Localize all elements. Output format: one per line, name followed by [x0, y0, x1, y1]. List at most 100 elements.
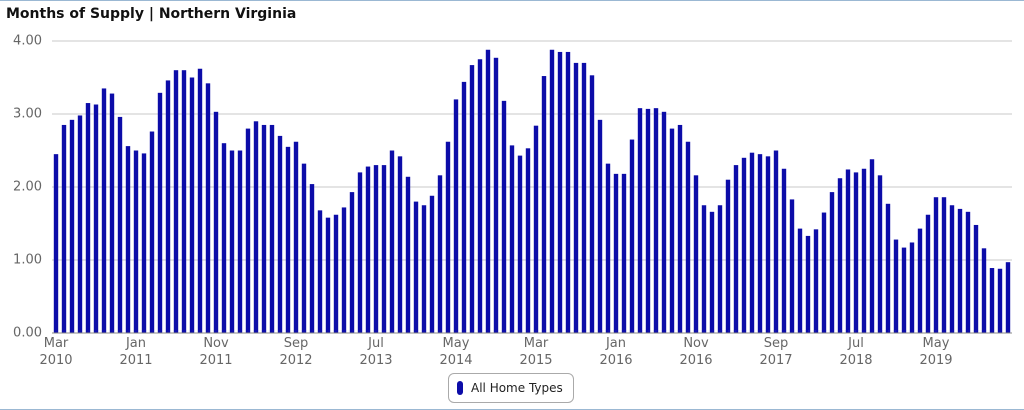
- bar: [325, 217, 331, 333]
- bar: [805, 235, 811, 333]
- bar: [77, 115, 83, 334]
- x-tick-label: May 2014: [439, 336, 473, 368]
- bar: [1005, 262, 1011, 333]
- bar: [261, 124, 267, 333]
- bar: [925, 214, 931, 333]
- x-tick-label: Nov 2016: [679, 336, 713, 368]
- bar: [645, 108, 651, 333]
- bar: [717, 205, 723, 333]
- x-tick-label: Jan 2011: [119, 336, 153, 368]
- bar: [397, 156, 403, 333]
- bar: [109, 93, 115, 333]
- bar: [613, 173, 619, 333]
- bar: [573, 62, 579, 334]
- bar: [437, 175, 443, 333]
- y-tick-label: 3.00: [13, 107, 42, 122]
- bar: [381, 165, 387, 333]
- bar: [61, 124, 67, 333]
- bar: [621, 173, 627, 333]
- bar: [165, 80, 171, 333]
- bar: [725, 179, 731, 333]
- bar: [333, 214, 339, 333]
- bar: [85, 103, 91, 333]
- bar: [901, 247, 907, 333]
- bar: [277, 135, 283, 333]
- bar: [229, 150, 235, 333]
- bar: [877, 175, 883, 333]
- bar: [653, 108, 659, 333]
- bar: [341, 207, 347, 333]
- y-tick-label: 2.00: [13, 180, 42, 195]
- bar: [477, 59, 483, 333]
- bar: [933, 197, 939, 333]
- bar: [293, 141, 299, 333]
- bar: [949, 205, 955, 333]
- bar: [173, 70, 179, 333]
- bar: [221, 143, 227, 333]
- bar: [677, 124, 683, 333]
- bar: [69, 119, 75, 333]
- bar: [813, 229, 819, 333]
- x-tick-label: May 2019: [919, 336, 953, 368]
- bar: [597, 119, 603, 333]
- bar: [829, 192, 835, 333]
- bar: [133, 150, 139, 333]
- bar: [957, 208, 963, 333]
- bar: [197, 68, 203, 334]
- bar: [213, 111, 219, 333]
- bar: [525, 148, 531, 333]
- bar: [565, 51, 571, 333]
- bar: [93, 104, 99, 333]
- bar: [141, 153, 147, 333]
- bar: [429, 195, 435, 333]
- x-tick-label: Jan 2016: [599, 336, 633, 368]
- bar: [837, 178, 843, 333]
- bar: [557, 51, 563, 333]
- bar: [469, 65, 475, 333]
- bar: [421, 205, 427, 333]
- y-tick-label: 4.00: [13, 34, 42, 49]
- bar: [309, 184, 315, 333]
- bar: [245, 128, 251, 333]
- bar: [317, 210, 323, 333]
- bar: [149, 131, 155, 333]
- bar: [413, 201, 419, 333]
- bar: [365, 166, 371, 333]
- bar: [765, 156, 771, 333]
- bar: [501, 100, 507, 333]
- legend-item[interactable]: All Home Types: [448, 373, 574, 403]
- bar: [349, 192, 355, 333]
- bar: [589, 75, 595, 333]
- bar: [533, 125, 539, 334]
- bar: [637, 108, 643, 333]
- bar: [541, 76, 547, 333]
- bar: [301, 163, 307, 333]
- bar: [733, 165, 739, 333]
- x-tick-label: Nov 2011: [199, 336, 233, 368]
- bar: [789, 199, 795, 333]
- bar: [253, 121, 259, 333]
- legend-swatch: [457, 381, 463, 395]
- bar: [581, 62, 587, 334]
- bar: [701, 205, 707, 333]
- bar: [189, 77, 195, 333]
- bar: [661, 111, 667, 333]
- bar: [461, 81, 467, 333]
- bar: [605, 163, 611, 333]
- y-tick-label: 0.00: [13, 326, 42, 341]
- bar: [389, 150, 395, 333]
- bar: [485, 49, 491, 333]
- bar: [445, 141, 451, 333]
- bar: [845, 169, 851, 333]
- bar: [917, 228, 923, 333]
- x-tick-label: Sep 2012: [279, 336, 313, 368]
- bar: [53, 154, 59, 333]
- bar: [853, 172, 859, 333]
- bar: [453, 99, 459, 334]
- x-tick-label: Mar 2015: [519, 336, 553, 368]
- bar: [973, 224, 979, 333]
- bar: [909, 242, 915, 333]
- bar: [749, 152, 755, 333]
